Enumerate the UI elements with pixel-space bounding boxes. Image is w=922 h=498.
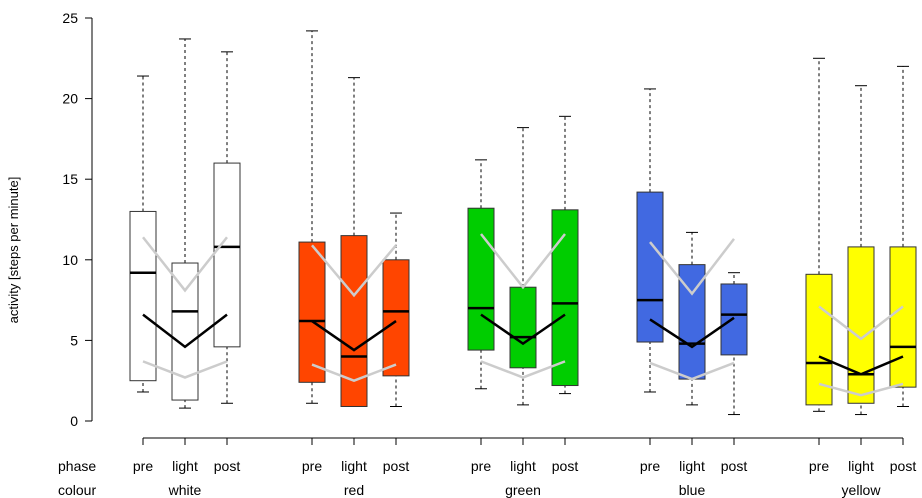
box-blue-post bbox=[721, 273, 747, 415]
box-iqr bbox=[890, 247, 916, 387]
box-red-pre bbox=[299, 31, 325, 403]
box-green-post bbox=[552, 116, 578, 393]
box-red-post bbox=[383, 213, 409, 406]
box-yellow-pre bbox=[806, 58, 832, 411]
box-iqr bbox=[214, 163, 240, 347]
group-white bbox=[130, 39, 240, 408]
y-tick-label: 20 bbox=[62, 91, 78, 107]
phase-row-label: phase bbox=[58, 458, 96, 474]
colour-label: white bbox=[168, 482, 202, 498]
colour-label: blue bbox=[679, 482, 706, 498]
group-red bbox=[299, 31, 409, 407]
box-yellow-post bbox=[890, 66, 916, 406]
box-iqr bbox=[510, 287, 536, 368]
phase-label: post bbox=[383, 458, 410, 474]
colour-row-label: colour bbox=[58, 482, 96, 498]
phase-label: pre bbox=[471, 458, 491, 474]
box-iqr bbox=[468, 208, 494, 350]
phase-label: post bbox=[214, 458, 241, 474]
box-white-pre bbox=[130, 76, 156, 392]
phase-label: post bbox=[890, 458, 917, 474]
phase-label: light bbox=[510, 458, 536, 474]
group-blue bbox=[637, 89, 747, 415]
x-axis: pre light post white pre light post red pre light… bbox=[133, 438, 916, 498]
y-tick-label: 15 bbox=[62, 171, 78, 187]
phase-label: post bbox=[721, 458, 748, 474]
box-yellow-light bbox=[848, 86, 874, 415]
box-iqr bbox=[721, 284, 747, 355]
phase-label: pre bbox=[640, 458, 660, 474]
phase-label: light bbox=[172, 458, 198, 474]
box-red-light bbox=[341, 78, 367, 407]
phase-label: light bbox=[341, 458, 367, 474]
phase-label: light bbox=[679, 458, 705, 474]
phase-label: post bbox=[552, 458, 579, 474]
box-iqr bbox=[172, 263, 198, 400]
phase-label: pre bbox=[809, 458, 829, 474]
box-iqr bbox=[848, 247, 874, 403]
box-iqr bbox=[299, 242, 325, 382]
box-iqr bbox=[552, 210, 578, 386]
box-iqr bbox=[130, 211, 156, 380]
box-iqr bbox=[383, 260, 409, 376]
y-axis: 0 5 10 15 20 25 bbox=[62, 10, 92, 429]
phase-label: light bbox=[848, 458, 874, 474]
plot-area bbox=[130, 31, 916, 415]
phase-label: pre bbox=[133, 458, 153, 474]
box-white-post bbox=[214, 52, 240, 403]
box-blue-pre bbox=[637, 89, 663, 392]
y-tick-label: 5 bbox=[70, 332, 78, 348]
phase-label: pre bbox=[302, 458, 322, 474]
box-green-pre bbox=[468, 160, 494, 389]
y-tick-label: 10 bbox=[62, 252, 78, 268]
colour-label: yellow bbox=[842, 482, 882, 498]
colour-label: green bbox=[505, 482, 541, 498]
y-axis-label: activity [steps per minute] bbox=[6, 177, 21, 324]
box-green-light bbox=[510, 128, 536, 405]
box-white-light bbox=[172, 39, 198, 408]
y-tick-label: 25 bbox=[62, 10, 78, 26]
colour-label: red bbox=[344, 482, 364, 498]
group-yellow bbox=[806, 58, 916, 414]
y-tick-label: 0 bbox=[70, 413, 78, 429]
group-green bbox=[468, 116, 578, 405]
